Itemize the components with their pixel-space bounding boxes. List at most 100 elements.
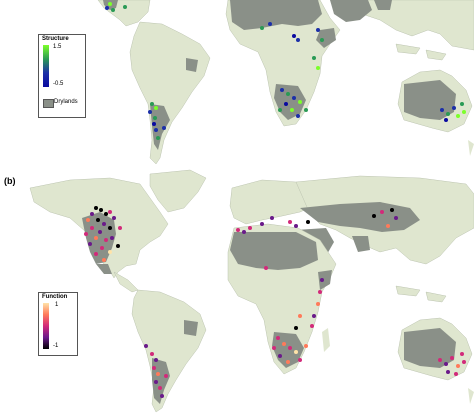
legend-title: Structure bbox=[42, 36, 69, 42]
site-point bbox=[94, 236, 98, 240]
dryland-sahara bbox=[230, 0, 322, 30]
site-point bbox=[440, 108, 444, 112]
drylands-swatch bbox=[43, 99, 54, 108]
site-point bbox=[152, 122, 156, 126]
site-point bbox=[148, 110, 152, 114]
site-point bbox=[316, 66, 320, 70]
dryland-horn bbox=[316, 28, 336, 48]
function-sample-points bbox=[84, 206, 466, 398]
land-south-america bbox=[129, 21, 211, 165]
site-point bbox=[264, 266, 268, 270]
site-point bbox=[278, 354, 282, 358]
panel-label-b: (b) bbox=[4, 176, 16, 186]
site-point bbox=[456, 114, 460, 118]
site-point bbox=[312, 314, 316, 318]
site-point bbox=[108, 2, 112, 6]
site-point bbox=[99, 208, 103, 212]
site-point bbox=[312, 56, 316, 60]
site-point bbox=[123, 5, 127, 9]
site-point bbox=[298, 100, 302, 104]
site-point bbox=[462, 360, 466, 364]
dryland-patagonia bbox=[152, 358, 170, 404]
land-africa bbox=[225, 0, 341, 127]
site-point bbox=[108, 250, 112, 254]
site-point bbox=[150, 352, 154, 356]
world-map-function bbox=[0, 168, 474, 413]
site-point bbox=[164, 374, 168, 378]
dryland-australia bbox=[404, 328, 456, 368]
dryland-arabia bbox=[330, 0, 372, 22]
site-point bbox=[278, 108, 282, 112]
legend-min-label: -1 bbox=[53, 343, 59, 349]
site-point bbox=[154, 358, 158, 362]
site-point bbox=[154, 380, 158, 384]
site-point bbox=[390, 208, 394, 212]
site-point bbox=[150, 102, 154, 106]
site-point bbox=[292, 34, 296, 38]
site-point bbox=[462, 110, 466, 114]
site-point bbox=[158, 386, 162, 390]
site-point bbox=[444, 362, 448, 366]
site-point bbox=[111, 8, 115, 12]
site-point bbox=[296, 38, 300, 42]
legend-structure: Structure 1.5 -0.5 Drylands bbox=[38, 34, 86, 118]
site-point bbox=[118, 226, 122, 230]
legend-min-label: -0.5 bbox=[53, 81, 64, 87]
structure-color-bar bbox=[43, 45, 49, 87]
site-point bbox=[104, 238, 108, 242]
land-indonesia bbox=[395, 285, 447, 303]
site-point bbox=[153, 116, 157, 120]
site-point bbox=[318, 290, 322, 294]
site-point bbox=[304, 344, 308, 348]
site-point bbox=[294, 224, 298, 228]
site-point bbox=[446, 112, 450, 116]
land-central-america bbox=[113, 271, 139, 293]
site-point bbox=[248, 226, 252, 230]
legend-function: Function 1 -1 bbox=[38, 292, 78, 356]
site-point bbox=[304, 108, 308, 112]
site-point bbox=[298, 314, 302, 318]
land-madagascar bbox=[322, 328, 330, 352]
site-point bbox=[90, 226, 94, 230]
site-point bbox=[372, 214, 376, 218]
site-point bbox=[102, 258, 106, 262]
site-point bbox=[86, 218, 90, 222]
site-point bbox=[460, 102, 464, 106]
site-point bbox=[88, 242, 92, 246]
site-point bbox=[450, 356, 454, 360]
site-point bbox=[94, 206, 98, 210]
site-point bbox=[162, 126, 166, 130]
land-europe bbox=[229, 179, 321, 225]
dryland-central-asia bbox=[300, 202, 420, 232]
site-point bbox=[105, 6, 109, 10]
site-point bbox=[156, 136, 160, 140]
site-point bbox=[110, 236, 114, 240]
site-point bbox=[380, 210, 384, 214]
site-point bbox=[144, 344, 148, 348]
site-point bbox=[272, 346, 276, 350]
site-point bbox=[294, 350, 298, 354]
site-point bbox=[306, 220, 310, 224]
site-point bbox=[288, 220, 292, 224]
site-point bbox=[280, 88, 284, 92]
site-point bbox=[294, 326, 298, 330]
legend-max-label: 1.5 bbox=[53, 44, 62, 50]
land-indonesia bbox=[395, 43, 447, 61]
dryland-brazil bbox=[186, 58, 198, 72]
dryland-south-africa bbox=[272, 332, 304, 368]
site-point bbox=[108, 226, 112, 230]
site-point bbox=[98, 230, 102, 234]
site-point bbox=[260, 26, 264, 30]
map-panel-structure: Structure 1.5 -0.5 Drylands bbox=[0, 0, 474, 168]
site-point bbox=[242, 230, 246, 234]
site-point bbox=[310, 324, 314, 328]
land-new-zealand bbox=[468, 140, 474, 156]
site-point bbox=[160, 394, 164, 398]
site-point bbox=[284, 102, 288, 106]
land-new-zealand bbox=[468, 388, 474, 404]
site-point bbox=[290, 108, 294, 112]
site-point bbox=[260, 222, 264, 226]
site-point bbox=[452, 106, 456, 110]
site-point bbox=[320, 38, 324, 42]
site-point bbox=[286, 360, 290, 364]
